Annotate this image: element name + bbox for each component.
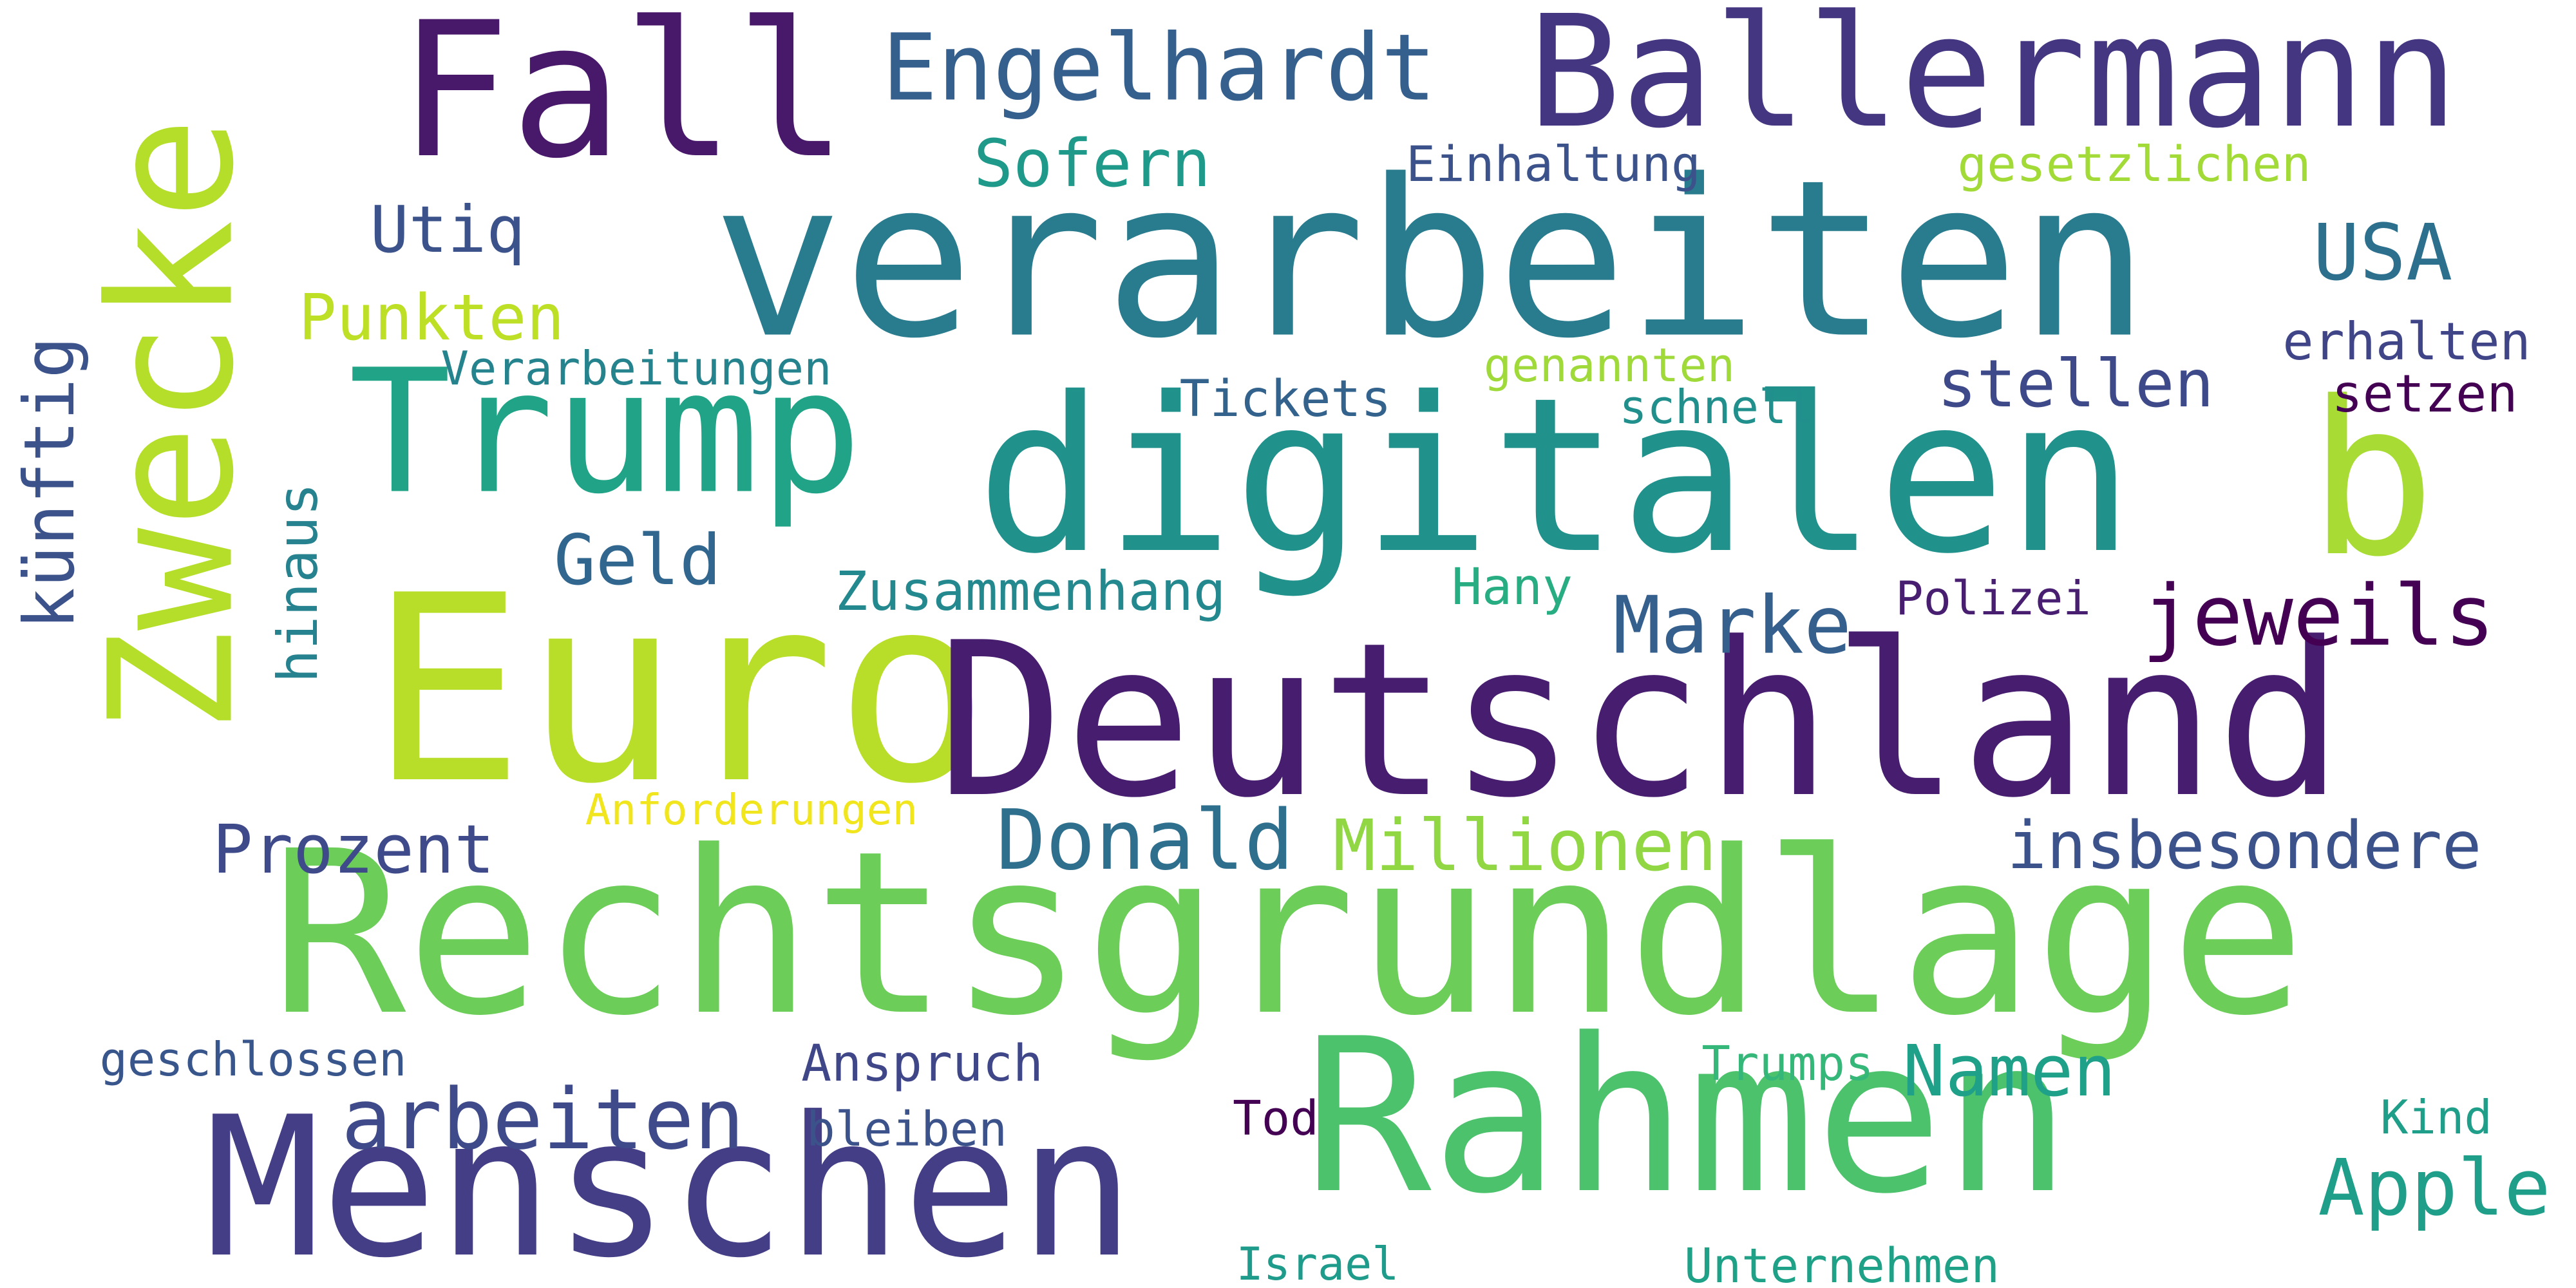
word-stellen: stellen	[1937, 346, 2214, 422]
word-tod: Tod	[1233, 1091, 1319, 1146]
word-genannten: genannten	[1483, 338, 1736, 392]
word-apple: Apple	[2318, 1144, 2551, 1233]
word-rechtsgrundlage: Rechtsgrundlage	[270, 802, 2306, 1065]
word-gesetzlichen: gesetzlichen	[1957, 135, 2311, 193]
word-donald: Donald	[996, 793, 1294, 889]
word-unternehmen: Unternehmen	[1683, 1238, 2000, 1288]
word-einhaltung: Einhaltung	[1406, 135, 1701, 193]
word-menschen: Menschen	[204, 1075, 1135, 1288]
word-sofern: Sofern	[973, 126, 1211, 202]
word-hany: Hany	[1452, 558, 1573, 616]
word-kind: Kind	[2380, 1090, 2492, 1144]
word-zusammenhang: Zusammenhang	[835, 560, 1226, 623]
word-fall: Fall	[397, 0, 848, 200]
word-anforderungen: Anforderungen	[585, 785, 918, 835]
word-usa: USA	[2313, 209, 2453, 298]
word-trumps: Trumps	[1701, 1036, 1874, 1092]
word-anspruch: Anspruch	[801, 1035, 1043, 1093]
word-euro: Euro	[369, 541, 990, 840]
word-rahmen: Rahmen	[1303, 993, 2072, 1240]
word-insbesondere: insbesondere	[2007, 808, 2482, 884]
word-geld: Geld	[553, 520, 722, 601]
word-jeweils: jeweils	[2142, 567, 2495, 665]
word-punkten: Punkten	[298, 281, 565, 355]
word-israel: Israel	[1236, 1238, 1399, 1288]
word-millionen: Millionen	[1332, 804, 1718, 887]
word-hinaus: hinaus	[266, 482, 330, 683]
word-trump: Trump	[348, 333, 862, 532]
word-kuenftig: künftig	[10, 336, 90, 630]
word-utiq: Utiq	[370, 192, 526, 267]
word-verarbeitungen: Verarbeitungen	[440, 341, 832, 395]
word-verarbeiten: verarbeiten	[712, 133, 2150, 386]
word-polizei: Polizei	[1895, 571, 2091, 625]
word-ballermann: Ballermann	[1528, 0, 2459, 162]
word-zwecke: Zwecke	[73, 117, 272, 734]
word-digitalen: digitalen	[976, 352, 2135, 601]
word-namen: Namen	[1902, 1030, 2116, 1112]
word-engelhardt: Engelhardt	[882, 14, 1437, 122]
word-prozent: Prozent	[212, 810, 495, 889]
word-geschlossen: geschlossen	[99, 1032, 407, 1086]
word-marke: Marke	[1613, 580, 1852, 672]
word-deutschland: Deutschland	[936, 597, 2344, 844]
word-tickets: Tickets	[1179, 370, 1392, 428]
word-schnell: schnell	[1619, 380, 1815, 434]
word-erhalten: erhalten	[2282, 312, 2531, 372]
word-arbeiten: arbeiten	[341, 1070, 745, 1168]
word-b: b	[2307, 356, 2436, 603]
word-bleiben: bleiben	[806, 1102, 1007, 1157]
word-setzen: setzen	[2331, 364, 2518, 424]
